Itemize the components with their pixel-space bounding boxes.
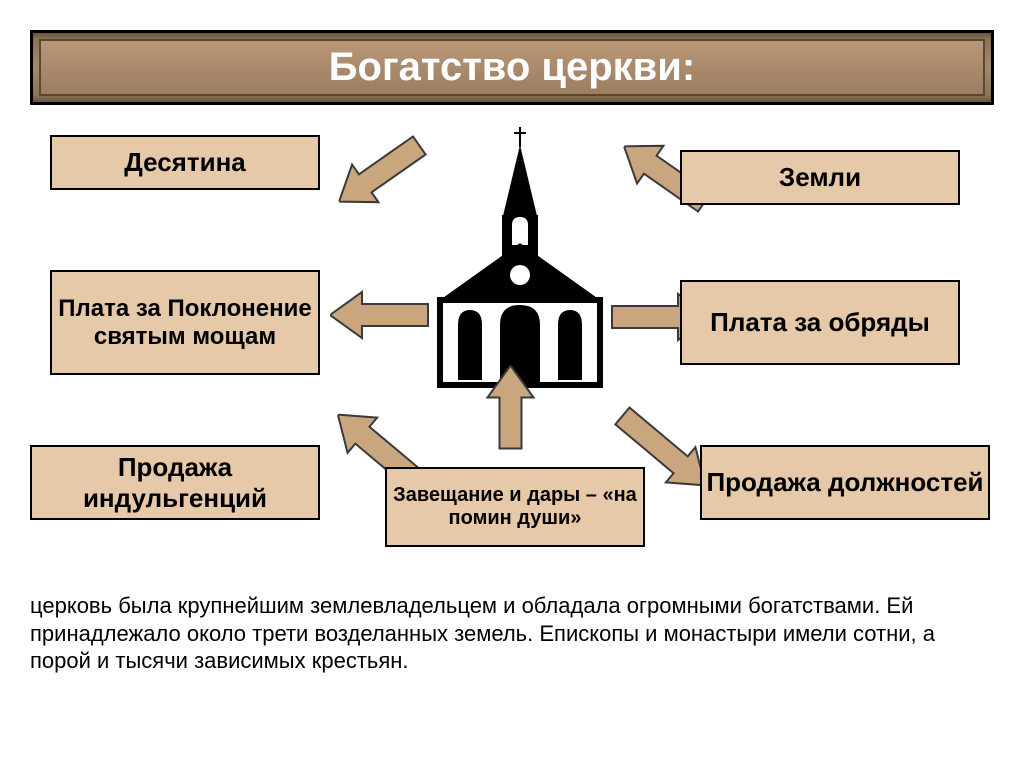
church-icon (430, 125, 610, 390)
box-bequest: Завещание и дары – «на помин души» (385, 467, 645, 547)
box-relics: Плата за Поклонение святым мощам (50, 270, 320, 375)
box-positions: Продажа должностей (700, 445, 990, 520)
title-text: Богатство церкви: (329, 45, 695, 90)
arrow-0 (325, 124, 436, 222)
box-tithe: Десятина (50, 135, 320, 190)
box-lands: Земли (680, 150, 960, 205)
arrow-2 (330, 290, 430, 340)
box-rites: Плата за обряды (680, 280, 960, 365)
box-indulgences: Продажа индульгенций (30, 445, 320, 520)
footer-text: церковь была крупнейшим землевладельцем … (30, 592, 994, 675)
title-bar: Богатство церкви: (30, 30, 994, 105)
title-frame-inner: Богатство церкви: (39, 39, 985, 96)
title-frame-outer: Богатство церкви: (30, 30, 994, 105)
